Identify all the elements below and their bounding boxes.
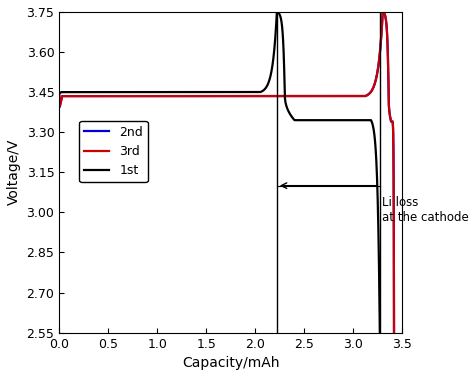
2nd — [56, 92, 62, 97]
1st — [99, 90, 105, 94]
3rd — [57, 104, 63, 109]
2nd — [380, 10, 385, 14]
1st — [56, 91, 62, 96]
3rd — [56, 92, 62, 97]
3rd — [198, 94, 203, 98]
2nd — [370, 86, 376, 90]
2nd — [326, 94, 331, 98]
2nd — [370, 86, 376, 90]
1st — [63, 90, 68, 94]
Y-axis label: Voltage/V: Voltage/V — [7, 139, 21, 205]
1st — [262, 87, 267, 92]
Legend: 2nd, 3rd, 1st: 2nd, 3rd, 1st — [79, 121, 148, 182]
2nd — [68, 94, 73, 98]
3rd — [227, 94, 233, 98]
Line: 2nd: 2nd — [59, 12, 383, 107]
2nd — [198, 94, 203, 98]
1st — [145, 90, 151, 94]
3rd — [68, 94, 73, 98]
3rd — [380, 10, 385, 14]
3rd — [370, 86, 376, 90]
2nd — [227, 94, 233, 98]
1st — [274, 10, 280, 14]
X-axis label: Capacity/mAh: Capacity/mAh — [182, 356, 280, 370]
Line: 3rd: 3rd — [59, 12, 383, 107]
1st — [125, 90, 131, 94]
2nd — [57, 104, 63, 109]
1st — [105, 90, 110, 94]
Line: 1st: 1st — [59, 12, 277, 93]
3rd — [370, 86, 376, 90]
Text: Li loss
at the cathode: Li loss at the cathode — [382, 196, 468, 224]
3rd — [326, 94, 331, 98]
